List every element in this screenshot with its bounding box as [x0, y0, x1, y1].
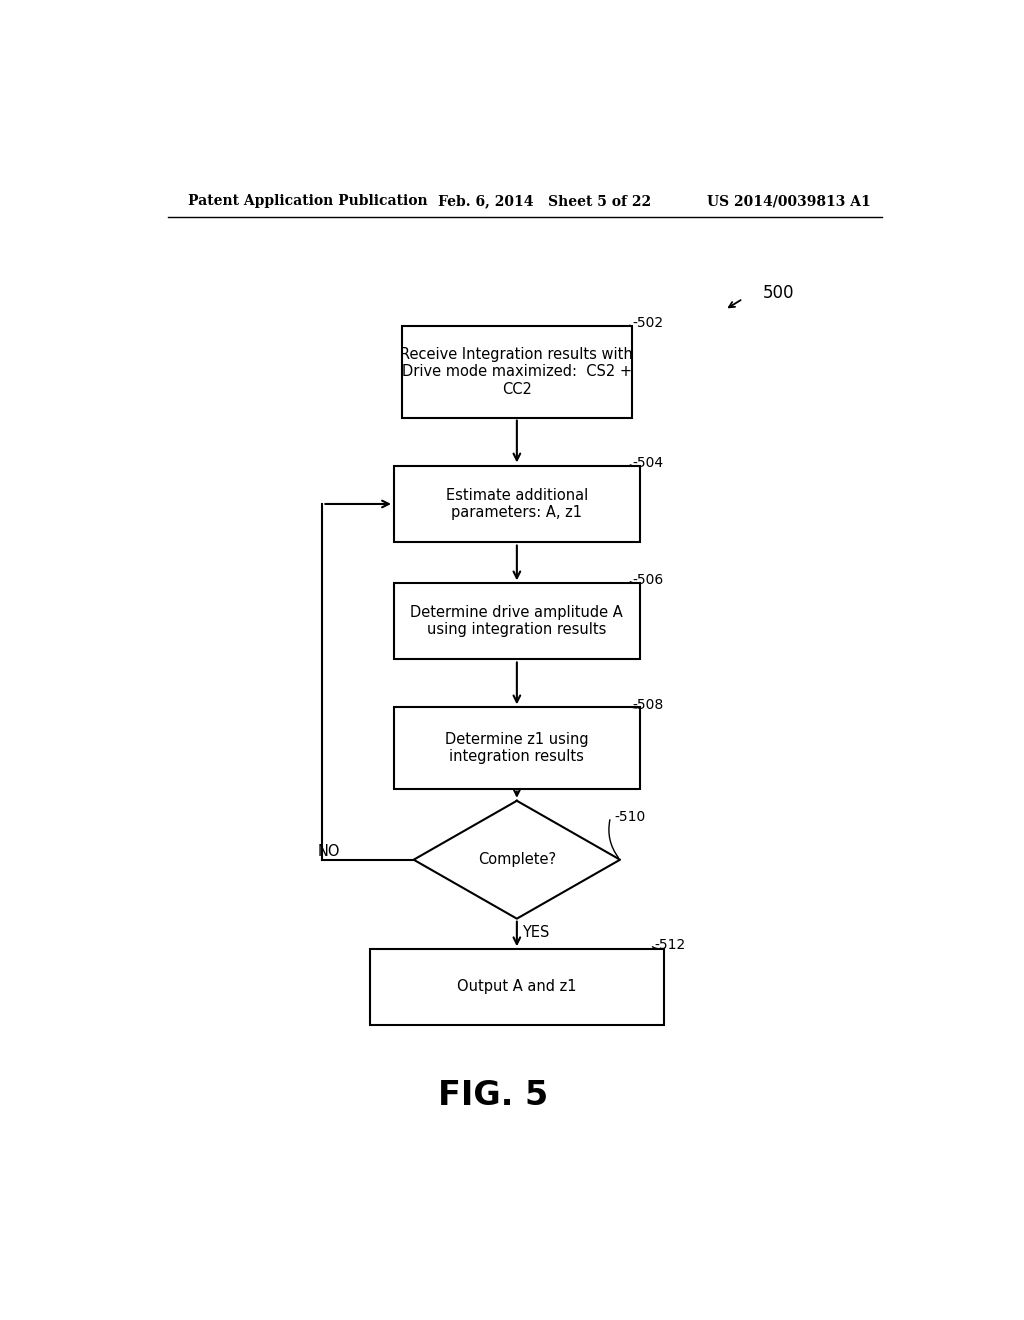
Bar [370, 949, 664, 1024]
Text: -510: -510 [614, 810, 646, 824]
Text: FIG. 5: FIG. 5 [438, 1078, 548, 1111]
Text: Complete?: Complete? [478, 853, 556, 867]
Bar [394, 466, 640, 543]
Text: -508: -508 [632, 698, 664, 713]
Bar [394, 708, 640, 788]
Text: -504: -504 [632, 457, 664, 470]
Text: Feb. 6, 2014   Sheet 5 of 22: Feb. 6, 2014 Sheet 5 of 22 [437, 194, 650, 209]
Text: Determine drive amplitude A
using integration results: Determine drive amplitude A using integr… [411, 605, 624, 638]
Text: -506: -506 [632, 573, 664, 587]
Text: NO: NO [317, 843, 340, 859]
Text: -502: -502 [632, 315, 664, 330]
Text: Determine z1 using
integration results: Determine z1 using integration results [445, 731, 589, 764]
Text: Output A and z1: Output A and z1 [457, 979, 577, 994]
Text: YES: YES [522, 925, 550, 940]
Text: 500: 500 [763, 284, 795, 301]
Text: Receive Integration results with
Drive mode maximized:  CS2 +
CC2: Receive Integration results with Drive m… [400, 347, 633, 397]
Text: -512: -512 [654, 939, 685, 952]
Bar [394, 582, 640, 659]
Text: Estimate additional
parameters: A, z1: Estimate additional parameters: A, z1 [445, 488, 588, 520]
Text: US 2014/0039813 A1: US 2014/0039813 A1 [708, 194, 871, 209]
Bar [401, 326, 632, 417]
Text: Patent Application Publication: Patent Application Publication [187, 194, 427, 209]
